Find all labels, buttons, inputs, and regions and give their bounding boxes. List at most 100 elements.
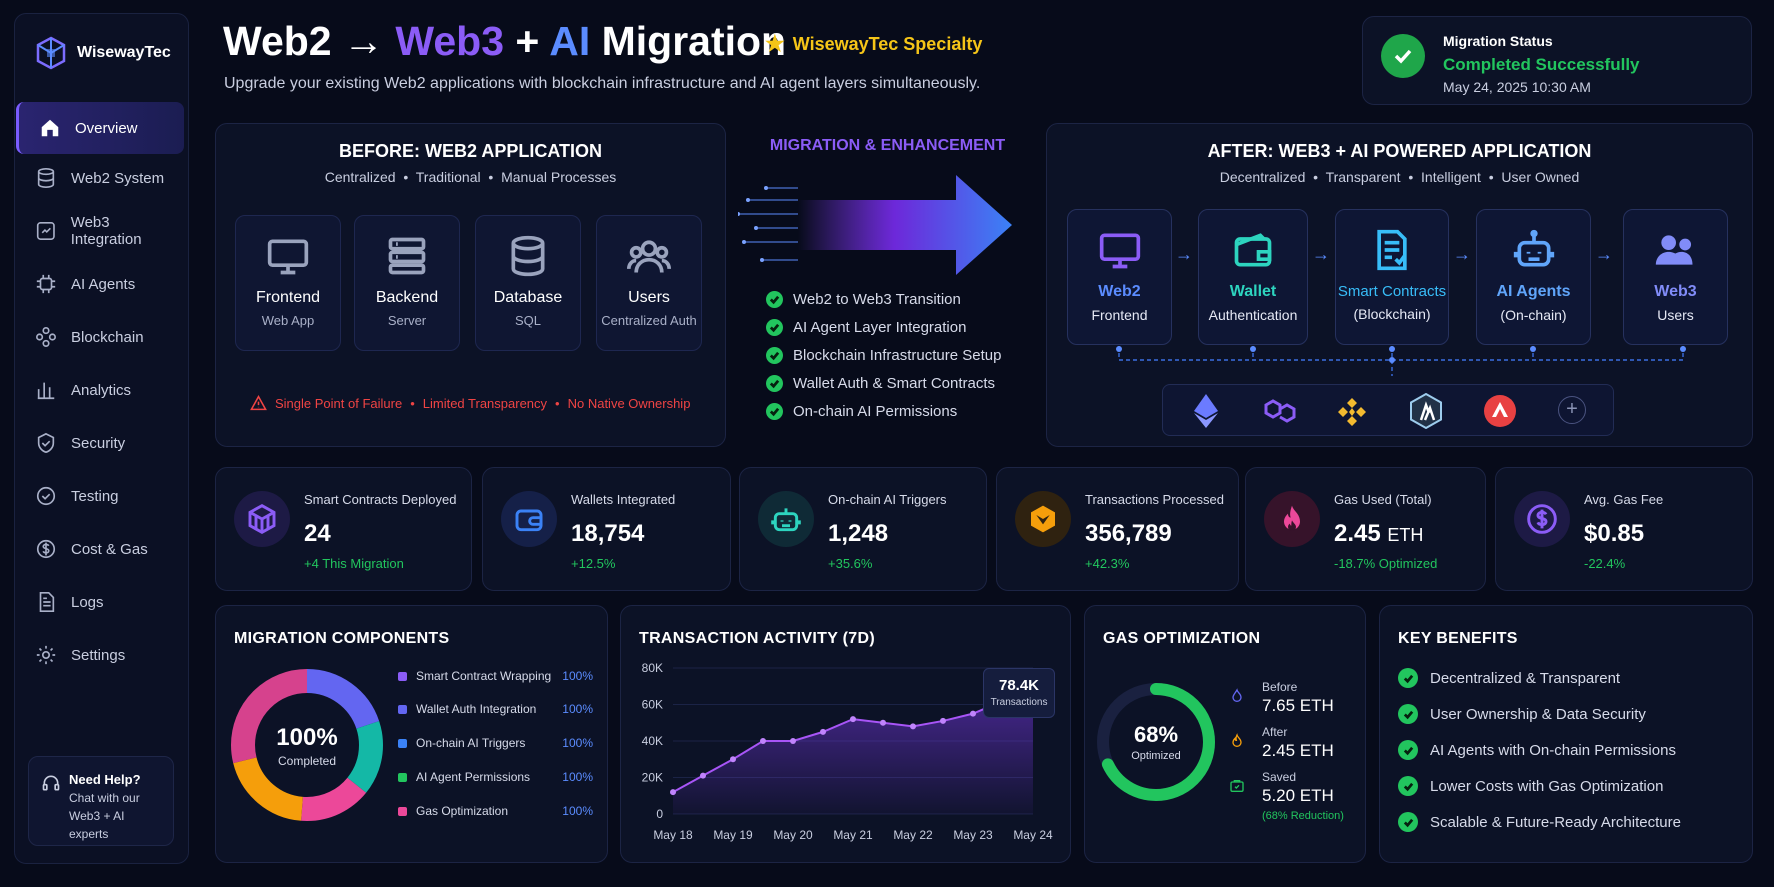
x-tick-label: May 23 bbox=[953, 828, 993, 842]
check-icon bbox=[1398, 812, 1418, 832]
help-text: Chat with our Web3 + AI experts bbox=[69, 791, 140, 841]
after-card-wallet[interactable]: Wallet Authentication bbox=[1198, 209, 1308, 345]
legend-item: Smart Contract Wrapping 100% bbox=[398, 669, 593, 683]
after-card-ai-agents[interactable]: AI Agents (On-chain) bbox=[1476, 209, 1591, 345]
gas-saved: Saved 5.20 ETH (68% Reduction) bbox=[1262, 770, 1344, 822]
sidebar-item-overview[interactable]: Overview bbox=[16, 102, 184, 154]
sidebar-item-cost-gas[interactable]: Cost & Gas bbox=[15, 523, 183, 575]
data-point bbox=[820, 728, 826, 735]
warnings-row: Single Point of Failure • Limited Transpar… bbox=[250, 395, 690, 411]
list-item: On-chain AI Permissions bbox=[766, 397, 1001, 425]
y-tick-label: 20K bbox=[642, 771, 663, 785]
series-area bbox=[673, 686, 1033, 814]
legend-item: Wallet Auth Integration 100% bbox=[398, 702, 593, 716]
list-item: Blockchain Infrastructure Setup bbox=[766, 341, 1001, 369]
legend-item: On-chain AI Triggers 100% bbox=[398, 736, 593, 750]
help-card[interactable]: Need Help? Chat with our Web3 + AI exper… bbox=[28, 756, 174, 846]
robot-icon bbox=[1513, 229, 1554, 267]
x-tick-label: May 18 bbox=[653, 828, 693, 842]
check-icon bbox=[766, 374, 783, 392]
x-tick-label: May 20 bbox=[773, 828, 813, 842]
y-tick-label: 60K bbox=[642, 698, 663, 712]
sidebar-item-ai-agents[interactable]: AI Agents bbox=[15, 258, 183, 310]
sidebar-item-label: Web3 Integration bbox=[70, 214, 142, 248]
after-panel: AFTER: WEB3 + AI POWERED APPLICATION Dec… bbox=[1046, 123, 1753, 447]
check-icon bbox=[1398, 776, 1418, 796]
sidebar-item-testing[interactable]: Testing bbox=[15, 470, 183, 522]
y-tick-label: 80K bbox=[642, 661, 663, 675]
contract-icon bbox=[1377, 229, 1407, 271]
legend-item: AI Agent Permissions 100% bbox=[398, 770, 593, 784]
sidebar-item-label: Web2 System bbox=[71, 169, 165, 187]
wallet-icon bbox=[1234, 233, 1272, 267]
sidebar-item-label: Testing bbox=[71, 487, 119, 505]
gas-center-value: 68% bbox=[1133, 722, 1179, 747]
sidebar-item-label: Logs bbox=[71, 593, 104, 611]
specialty-badge: ★ WisewayTec Specialty bbox=[765, 31, 983, 56]
page-subtitle: Upgrade your existing Web2 applications … bbox=[224, 75, 981, 92]
brand-logo[interactable]: WisewayTec bbox=[35, 36, 171, 70]
stat-card-smart-contracts: Smart Contracts Deployed 24 +4 This Migr… bbox=[215, 467, 472, 591]
database-icon bbox=[37, 168, 55, 188]
add-chain-icon[interactable]: + bbox=[1558, 396, 1586, 424]
sidebar-item-web3-integration[interactable]: Web3 Integration bbox=[15, 205, 183, 257]
dollar-icon bbox=[1514, 491, 1570, 547]
components-donut bbox=[231, 669, 383, 821]
after-title: AFTER: WEB3 + AI POWERED APPLICATION bbox=[1207, 141, 1592, 161]
users-icon bbox=[627, 240, 671, 273]
data-point bbox=[880, 719, 886, 726]
stat-card-avg-gas-fee: Avg. Gas Fee $0.85 -22.4% bbox=[1495, 467, 1753, 591]
sidebar-item-analytics[interactable]: Analytics bbox=[15, 364, 183, 416]
sidebar-item-blockchain[interactable]: Blockchain bbox=[15, 311, 183, 363]
stat-card-gas-used: Gas Used (Total) 2.45 ETH -18.7% Optimiz… bbox=[1245, 467, 1486, 591]
star-icon: ★ bbox=[765, 31, 785, 56]
integration-icon bbox=[36, 222, 55, 240]
arrow-right-icon: → bbox=[1312, 244, 1330, 264]
bar-chart-icon bbox=[37, 382, 55, 400]
ethereum-icon[interactable] bbox=[1194, 394, 1218, 428]
gas-title: GAS OPTIMIZATION bbox=[1103, 630, 1261, 647]
sidebar-item-settings[interactable]: Settings bbox=[15, 629, 183, 681]
savings-icon bbox=[1230, 780, 1244, 792]
sidebar-item-security[interactable]: Security bbox=[15, 417, 183, 469]
check-icon bbox=[766, 346, 783, 364]
sidebar-item-label: Settings bbox=[71, 646, 126, 664]
gas-before: Before 7.65 ETH bbox=[1262, 680, 1334, 715]
benefits-panel: KEY BENEFITS Decentralized & Transparent… bbox=[1379, 605, 1753, 863]
list-item: Wallet Auth & Smart Contracts bbox=[766, 369, 1001, 397]
chart-tooltip: 78.4K Transactions bbox=[983, 668, 1055, 718]
list-item: User Ownership & Data Security bbox=[1398, 704, 1646, 724]
sidebar-item-web2-system[interactable]: Web2 System bbox=[15, 152, 183, 204]
list-item: Web2 to Web3 Transition bbox=[766, 285, 1001, 313]
avalanche-icon[interactable] bbox=[1483, 394, 1517, 428]
before-title: BEFORE: WEB2 APPLICATION bbox=[338, 141, 602, 161]
before-tags: Centralized • Traditional • Manual Proce… bbox=[324, 169, 617, 185]
arrow-right-icon: → bbox=[1595, 244, 1613, 264]
after-card-web3[interactable]: Web3 Users bbox=[1623, 209, 1728, 345]
data-point bbox=[940, 717, 946, 724]
check-icon bbox=[1398, 704, 1418, 724]
flame-icon bbox=[1232, 733, 1242, 747]
document-icon bbox=[39, 592, 55, 612]
headset-icon bbox=[42, 775, 60, 791]
after-card-smart-contracts[interactable]: Smart Contracts (Blockchain) bbox=[1335, 209, 1449, 345]
polygon-icon[interactable] bbox=[1262, 396, 1298, 426]
sidebar-item-logs[interactable]: Logs bbox=[15, 576, 183, 628]
before-card-database[interactable]: Database SQL bbox=[475, 215, 581, 351]
arrow-right-icon: → bbox=[1453, 244, 1471, 264]
before-card-backend[interactable]: Backend Server bbox=[354, 215, 460, 351]
stat-card-transactions: Transactions Processed 356,789 +42.3% bbox=[996, 467, 1239, 591]
gas-after: After 2.45 ETH bbox=[1262, 725, 1334, 760]
sidebar-item-label: Overview bbox=[75, 119, 138, 137]
before-card-users[interactable]: Users Centralized Auth bbox=[596, 215, 702, 351]
gas-center-label: Optimized bbox=[1131, 750, 1181, 762]
after-card-web2[interactable]: Web2 Frontend bbox=[1067, 209, 1172, 345]
sidebar-item-label: AI Agents bbox=[71, 275, 136, 293]
data-point bbox=[970, 710, 976, 717]
after-tags: Decentralized • Transparent • Intelligen… bbox=[1219, 169, 1580, 185]
binance-icon[interactable] bbox=[1335, 394, 1369, 428]
benefits-title: KEY BENEFITS bbox=[1398, 630, 1518, 647]
arbitrum-icon[interactable] bbox=[1409, 393, 1443, 429]
before-card-frontend[interactable]: Frontend Web App bbox=[235, 215, 341, 351]
list-item: Lower Costs with Gas Optimization bbox=[1398, 776, 1663, 796]
